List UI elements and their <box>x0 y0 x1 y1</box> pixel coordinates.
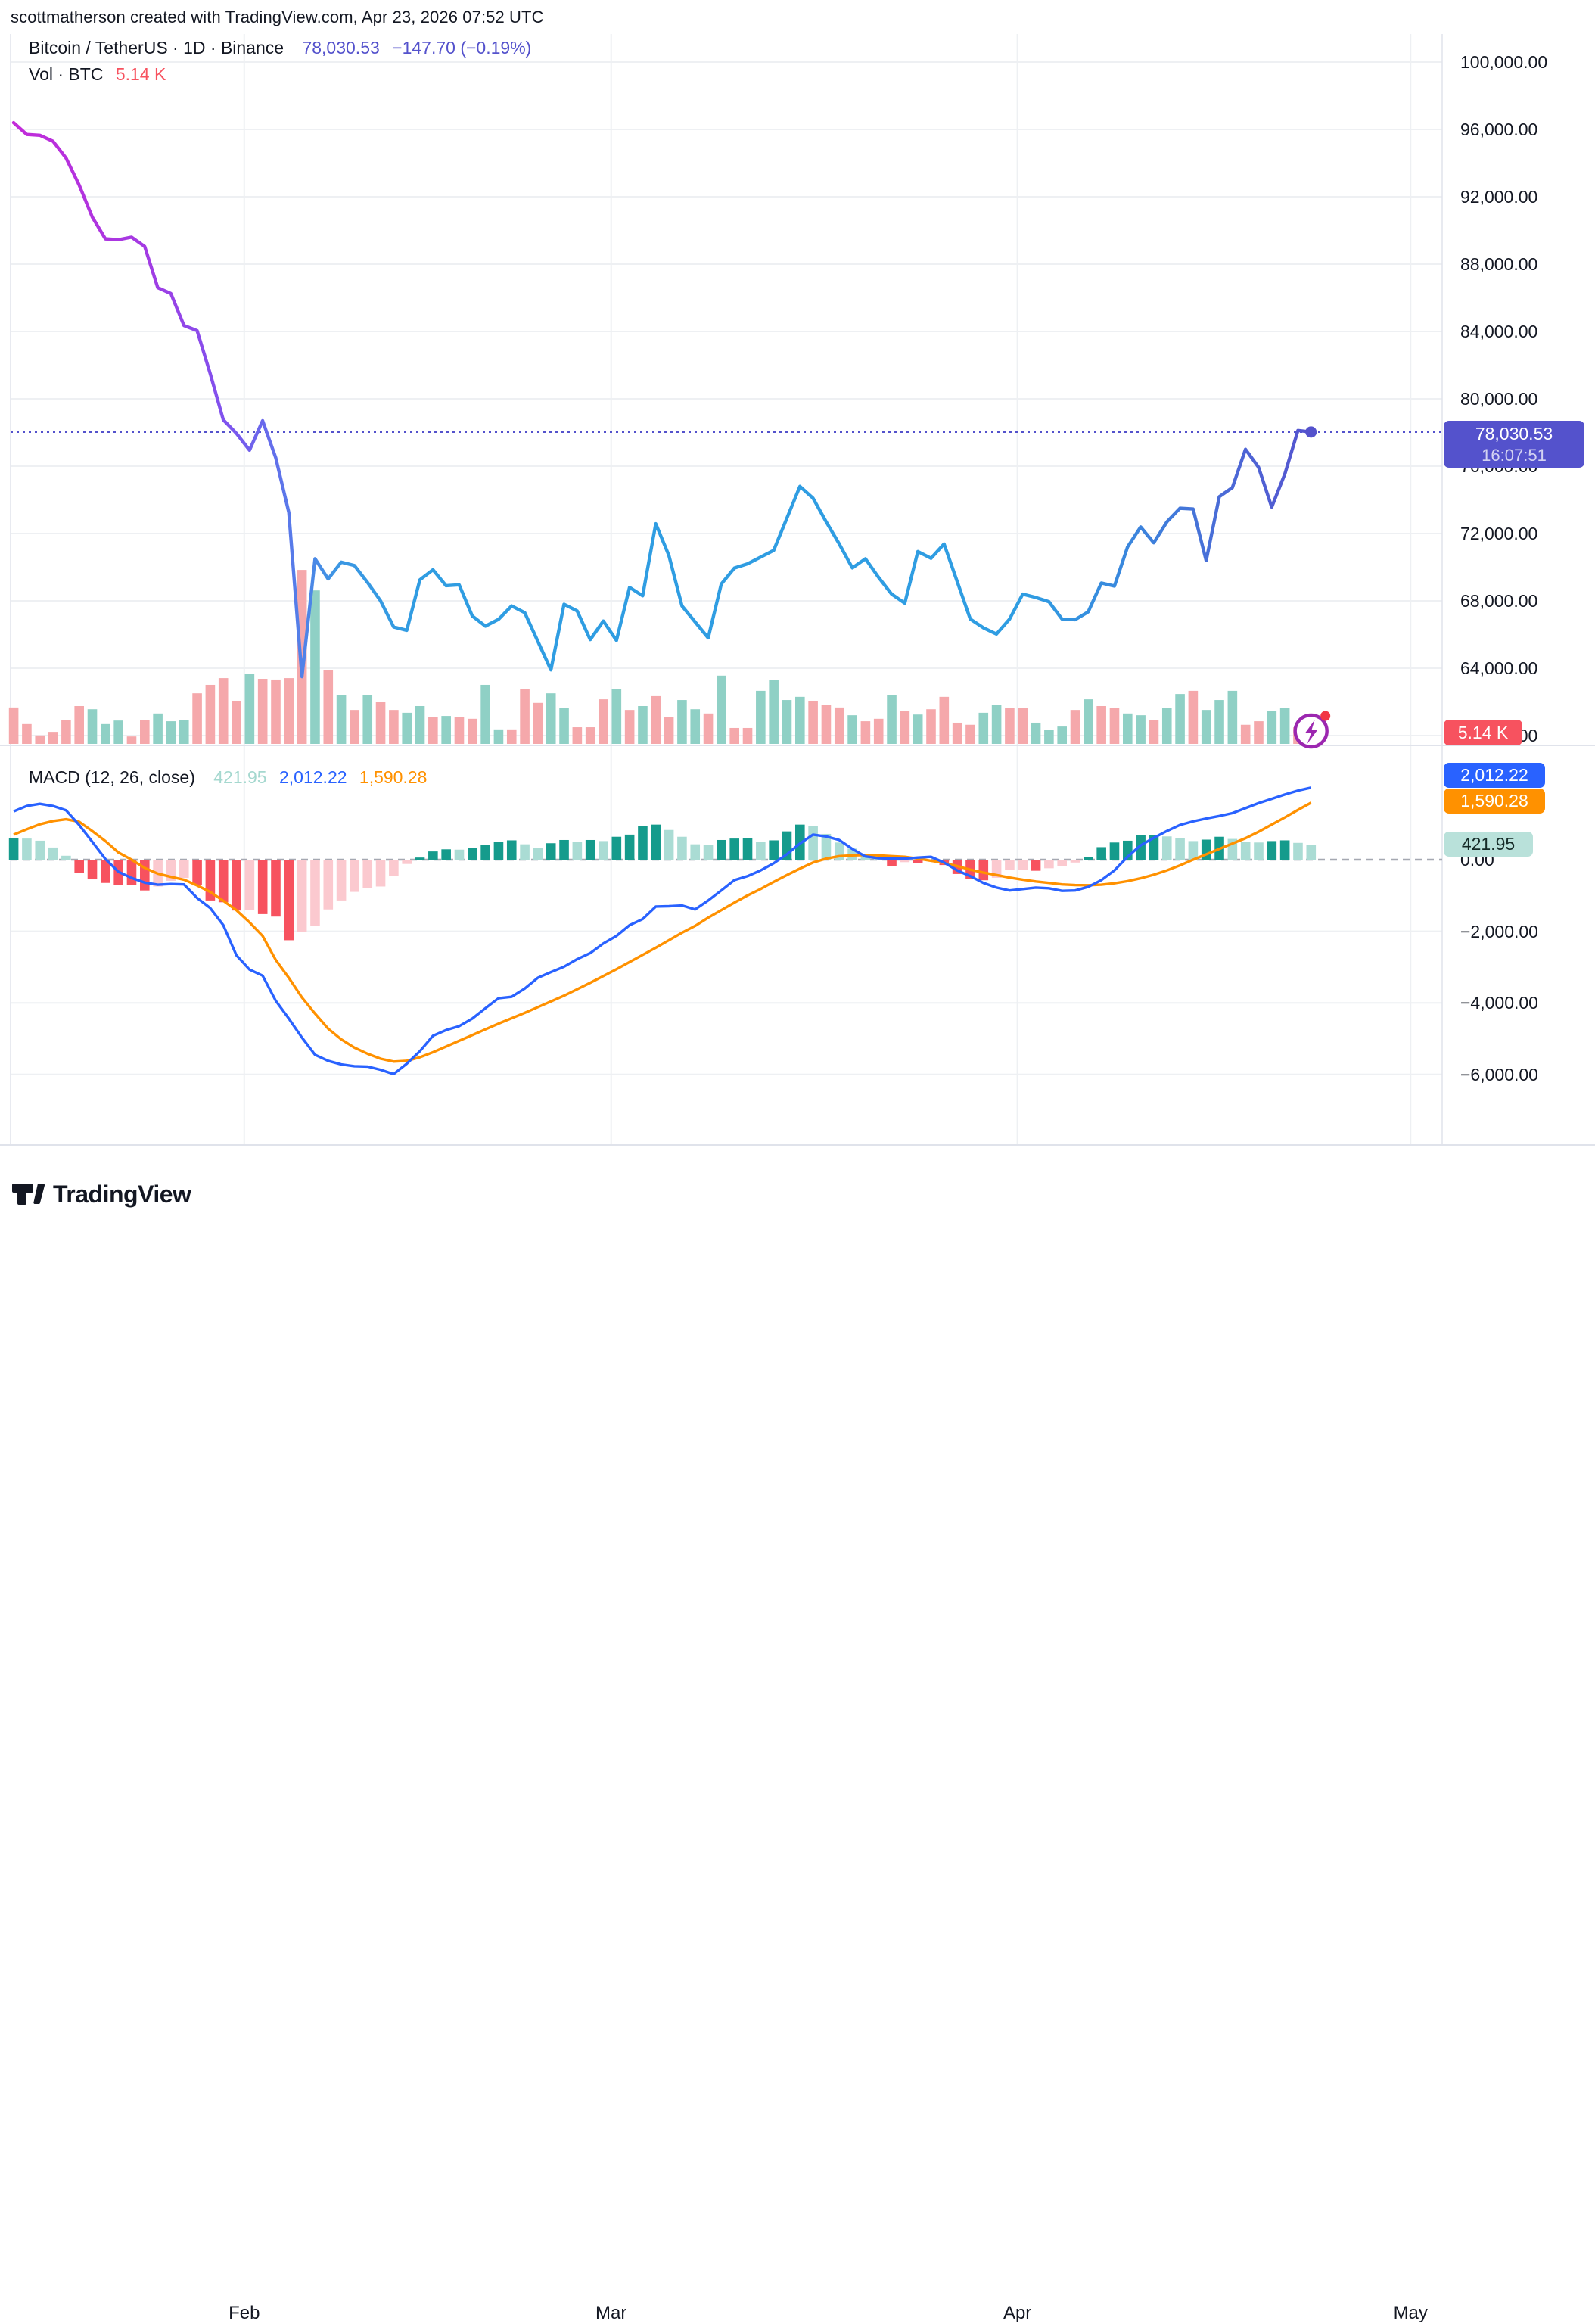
last-price-dot <box>1305 426 1317 438</box>
price-tick: 80,000.00 <box>1460 389 1538 409</box>
price-tick: 96,000.00 <box>1460 120 1538 139</box>
price-change-value: −147.70 (−0.19%) <box>392 38 532 58</box>
month-tick[interactable]: Apr <box>1003 2303 1032 2323</box>
macd-badge: 2,012.22 <box>1444 763 1545 788</box>
symbol-title: Bitcoin / TetherUS · 1D · Binance <box>29 38 284 58</box>
macd-main-line <box>13 786 1312 1076</box>
price-tick: 100,000.00 <box>1460 52 1548 72</box>
price-tick: 84,000.00 <box>1460 322 1538 341</box>
tradingview-logo-text: TradingView <box>53 1180 191 1208</box>
price-tick: 72,000.00 <box>1460 524 1538 543</box>
macd-label: MACD (12, 26, close) <box>29 767 195 787</box>
month-tick[interactable]: Feb <box>229 2303 260 2323</box>
last-price-badge-value: 78,030.53 <box>1475 423 1553 443</box>
signal-badge: 1,590.28 <box>1444 789 1545 814</box>
macd-signal-line <box>13 801 1312 1063</box>
time-axis[interactable]: Feb Mar Apr May <box>0 1145 1595 2323</box>
attribution-header: scottmatherson created with TradingView.… <box>11 8 544 26</box>
price-tick: 64,000.00 <box>1460 658 1538 678</box>
volume-value: 5.14 K <box>115 64 166 84</box>
symbol-legend[interactable]: Bitcoin / TetherUS · 1D · Binance 78,030… <box>29 38 531 58</box>
price-line <box>11 120 1313 679</box>
flash-boost-icon[interactable] <box>1293 711 1331 749</box>
macd-tick: −4,000.00 <box>1460 993 1538 1013</box>
month-tick[interactable]: Mar <box>595 2303 627 2323</box>
tradingview-logo[interactable]: TradingView <box>11 1179 191 1209</box>
last-price-value: 78,030.53 <box>302 38 380 58</box>
volume-label: Vol · BTC <box>29 64 104 84</box>
chart-surface[interactable] <box>0 0 1595 1238</box>
macd-tick: −2,000.00 <box>1460 921 1538 941</box>
hist-badge: 421.95 <box>1444 832 1533 857</box>
last-price-badge-time: 16:07:51 <box>1482 445 1547 465</box>
volume-bars <box>8 570 1317 744</box>
grid-lines <box>11 34 1442 1145</box>
price-tick: 88,000.00 <box>1460 254 1538 274</box>
pane-dividers <box>0 34 1595 1146</box>
macd-legend[interactable]: MACD (12, 26, close) 421.95 2,012.22 1,5… <box>29 767 427 788</box>
volume-badge: 5.14 K <box>1444 720 1522 745</box>
price-tick: 92,000.00 <box>1460 187 1538 207</box>
macd-line-value: 2,012.22 <box>279 767 347 787</box>
macd-signal-value: 1,590.28 <box>359 767 428 787</box>
tradingview-logo-icon <box>12 1183 45 1205</box>
volume-legend[interactable]: Vol · BTC 5.14 K <box>29 64 166 85</box>
macd-hist-value: 421.95 <box>213 767 267 787</box>
macd-tick: −6,000.00 <box>1460 1064 1538 1084</box>
price-axis[interactable]: −6,000.00−4,000.00−2,000.000.0060,000.00… <box>1442 0 1595 1238</box>
month-tick[interactable]: May <box>1393 2303 1428 2323</box>
price-tick: 68,000.00 <box>1460 591 1538 611</box>
last-price-badge: 78,030.53 16:07:51 <box>1444 421 1584 468</box>
